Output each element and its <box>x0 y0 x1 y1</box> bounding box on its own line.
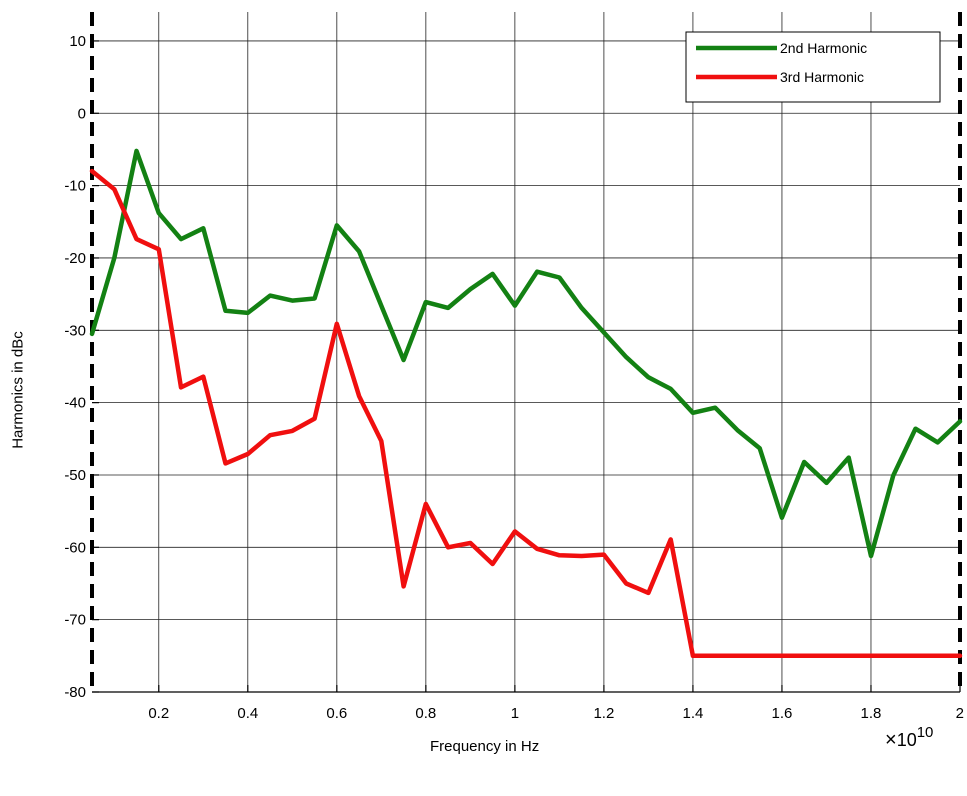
x-tick-label: 0.4 <box>237 705 258 722</box>
x-tick-label: 0.6 <box>326 705 347 722</box>
y-tick-label: -20 <box>64 250 86 267</box>
x-tick-label: 1.6 <box>772 705 793 722</box>
axes <box>90 12 962 693</box>
tick-labels: 10 0 -10 -20 -30 -40 -50 -60 -70 -80 0.2 0.4 0.6 0.8 1… <box>64 33 964 722</box>
x-tick-label: 1.8 <box>861 705 882 722</box>
multiplier-exponent: 10 <box>916 724 934 741</box>
legend-box <box>685 31 941 103</box>
legend-label: 2nd Harmonic <box>780 40 867 56</box>
multiplier-sign: × <box>885 729 897 751</box>
x-tick-label: 1.2 <box>593 705 614 722</box>
y-axis-title: Harmonics in dBc <box>9 331 27 449</box>
x-tick-label: 0.2 <box>148 705 169 722</box>
y-tick-label: 0 <box>78 105 86 122</box>
y-tick-label: -80 <box>64 684 86 701</box>
x-axis-multiplier: ×1010 <box>885 724 934 752</box>
x-tick-label: 0.8 <box>415 705 436 722</box>
multiplier-base: 10 <box>896 730 917 750</box>
x-tick-label: 2 <box>956 705 964 722</box>
y-tick-label: -40 <box>64 395 86 412</box>
legend-label: 3rd Harmonic <box>780 69 864 85</box>
series-line-1 <box>89 148 963 559</box>
y-tick-label: -60 <box>64 539 86 556</box>
x-axis-title: Frequency in Hz <box>430 738 540 755</box>
series-line-2 <box>89 168 963 659</box>
y-tick-label: -10 <box>64 178 86 195</box>
y-tick-label: -50 <box>64 467 86 484</box>
grid <box>92 12 960 692</box>
series-lines <box>89 148 963 659</box>
x-tick-label: 1 <box>511 705 519 722</box>
x-tick-label: 1.4 <box>682 705 703 722</box>
y-axis-title-wrap: Harmonics in dBc <box>4 240 32 540</box>
y-tick-label: 10 <box>69 33 86 50</box>
y-tick-label: -30 <box>64 322 86 339</box>
legend: 2nd Harmonic 3rd Harmonic <box>685 31 941 103</box>
y-tick-label: -70 <box>64 612 86 629</box>
